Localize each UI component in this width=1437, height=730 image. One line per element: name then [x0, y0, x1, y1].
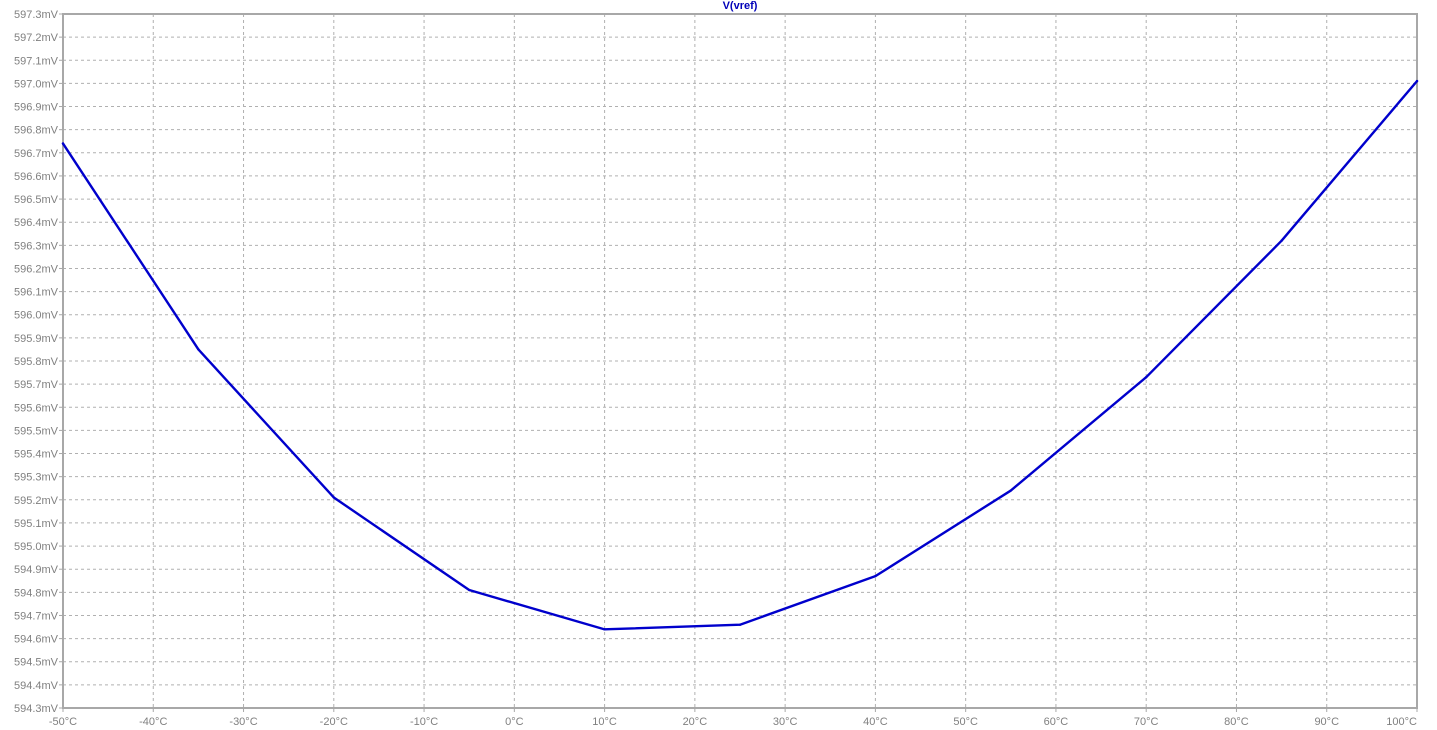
x-tick-label: 70°C [1134, 716, 1159, 728]
x-tick-label: 20°C [683, 716, 708, 728]
x-tick-label: -20°C [320, 716, 348, 728]
y-tick-label: 596.1mV [14, 287, 59, 299]
data-point [1280, 239, 1283, 242]
x-tick-label: -50°C [49, 716, 77, 728]
y-tick-label: 594.3mV [14, 703, 59, 715]
y-tick-label: 595.9mV [14, 333, 59, 345]
data-point [874, 574, 877, 578]
y-tick-label: 594.5mV [14, 657, 59, 669]
y-tick-label: 597.0mV [14, 78, 59, 90]
y-tick-label: 595.1mV [14, 518, 59, 530]
x-tick-label: 80°C [1224, 716, 1249, 728]
y-tick-label: 597.3mV [14, 9, 59, 21]
series-layer [61, 79, 1419, 631]
y-tick-label: 595.6mV [14, 402, 59, 414]
y-tick-label: 596.9mV [14, 102, 59, 114]
y-axis-ticks: 597.3mV 597.2mV 597.1mV 597.0mV 596.9mV 596.8… [14, 9, 63, 715]
y-tick-label: 596.5mV [14, 194, 59, 206]
y-tick-label: 596.4mV [14, 217, 59, 229]
series-line-vref [61, 79, 1419, 631]
y-tick-label: 595.0mV [14, 541, 59, 553]
plot-frame [62, 13, 1418, 709]
y-tick-label: 595.8mV [14, 356, 59, 368]
y-tick-label: 596.2mV [14, 263, 59, 275]
x-tick-label: 10°C [592, 716, 617, 728]
data-point [1145, 375, 1148, 379]
x-axis-ticks: -50°C -40°C -30°C -20°C -10°C 0°C 10°C 20°C 30°C… [49, 708, 1418, 728]
y-tick-label: 597.2mV [14, 32, 59, 44]
x-tick-label: -40°C [139, 716, 167, 728]
y-tick-label: 595.3mV [14, 472, 59, 484]
y-tick-label: 594.4mV [14, 680, 59, 692]
x-tick-label: 90°C [1314, 716, 1339, 728]
data-point [61, 142, 65, 145]
y-tick-label: 597.1mV [14, 55, 59, 67]
x-tick-label: 30°C [773, 716, 798, 728]
x-tick-label: -30°C [229, 716, 257, 728]
grid-layer [63, 14, 1417, 708]
data-point [468, 588, 471, 592]
y-tick-label: 594.9mV [14, 564, 59, 576]
y-tick-label: 594.6mV [14, 634, 59, 646]
data-point [332, 496, 335, 499]
data-point [197, 348, 200, 351]
y-tick-label: 596.8mV [14, 125, 59, 137]
y-tick-label: 594.7mV [14, 610, 59, 622]
x-tick-label: 40°C [863, 716, 888, 728]
y-tick-label: 595.7mV [14, 379, 59, 391]
y-tick-label: 595.2mV [14, 495, 59, 507]
x-tick-label: -10°C [410, 716, 438, 728]
y-tick-label: 595.5mV [14, 425, 59, 437]
y-tick-label: 596.3mV [14, 240, 59, 252]
data-point [1415, 79, 1419, 83]
data-point [738, 623, 742, 626]
y-tick-label: 596.6mV [14, 171, 59, 183]
x-tick-label: 100°C [1386, 716, 1417, 728]
y-tick-label: 594.8mV [14, 587, 59, 599]
data-point [1009, 489, 1012, 492]
x-tick-label: 60°C [1044, 716, 1069, 728]
x-tick-label: 0°C [505, 716, 524, 728]
trace-label-vref[interactable]: V(vref) [723, 0, 758, 12]
y-tick-label: 595.4mV [14, 449, 59, 461]
y-tick-label: 596.0mV [14, 310, 59, 322]
data-point [603, 628, 606, 631]
y-tick-label: 596.7mV [14, 148, 59, 160]
x-tick-label: 50°C [953, 716, 978, 728]
